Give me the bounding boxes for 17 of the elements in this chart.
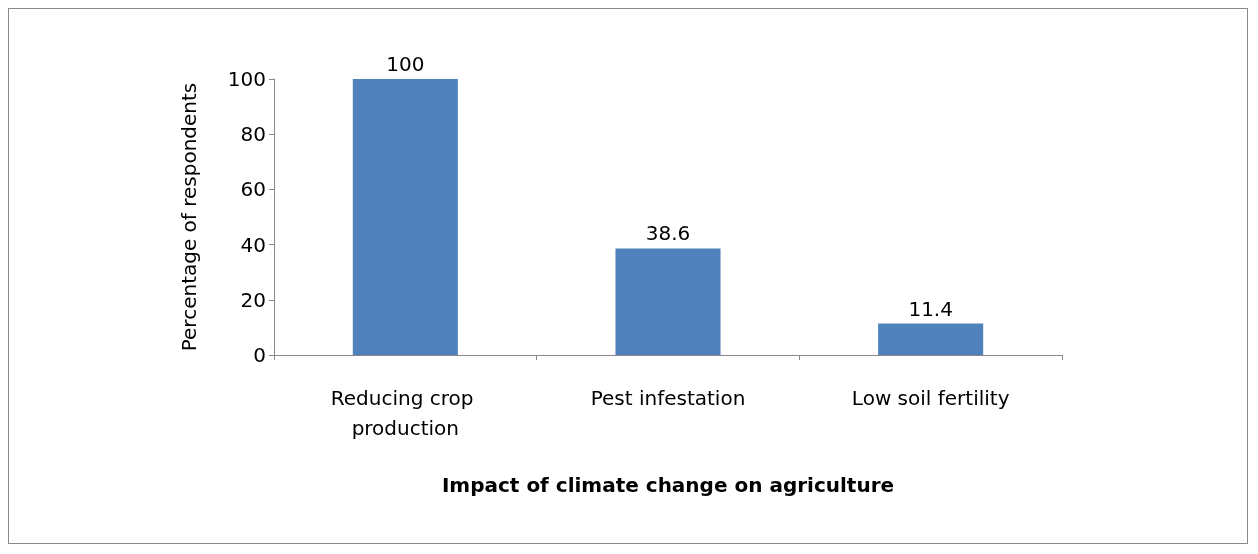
- y-tick-label: 0: [253, 343, 266, 367]
- data-label: 38.6: [645, 221, 691, 246]
- x-tick-label: Low soil fertility: [851, 386, 1010, 410]
- x-tick-label: Pest infestation: [590, 386, 746, 410]
- y-axis-title: Percentage of respondents: [177, 82, 201, 352]
- bar: [878, 323, 984, 355]
- y-tick-label: 100: [227, 67, 266, 91]
- y-tick-label: 40: [240, 232, 266, 257]
- bar: [352, 79, 458, 355]
- y-tick-label: 60: [240, 177, 266, 202]
- x-tick-label: Reducing crop production: [330, 386, 480, 440]
- bar: [615, 248, 721, 355]
- y-tick-label: 20: [240, 287, 266, 312]
- data-label: 100: [386, 52, 425, 76]
- x-axis-title: Impact of climate change on agriculture: [441, 473, 895, 497]
- y-tick-label: 80: [240, 122, 266, 147]
- data-label: 11.4: [908, 296, 953, 321]
